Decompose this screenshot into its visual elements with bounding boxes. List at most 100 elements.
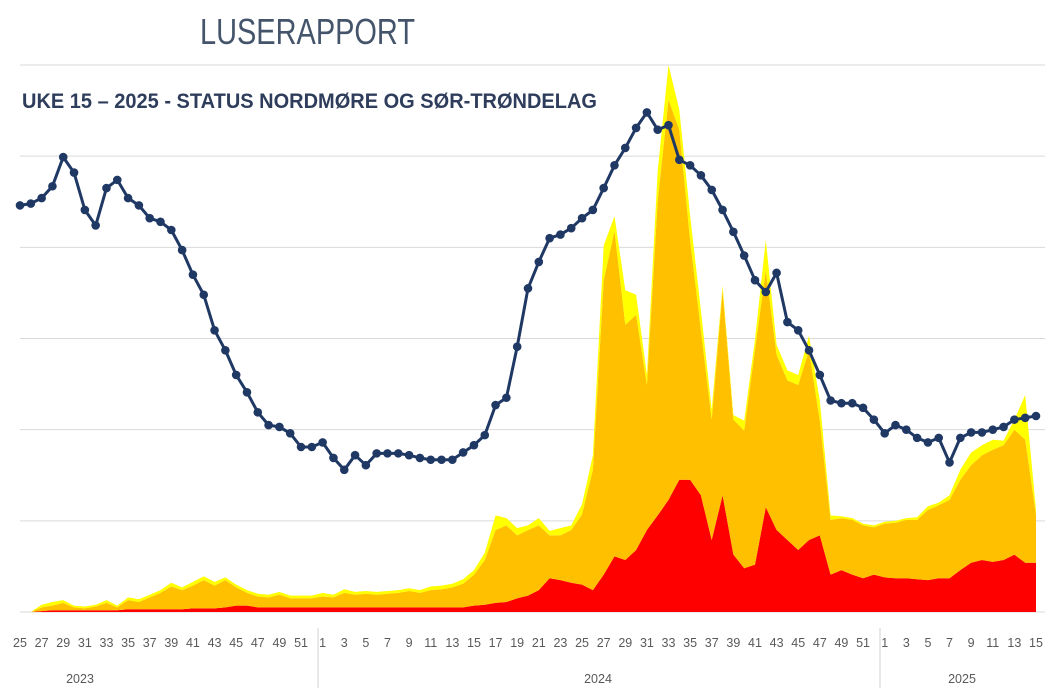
chart-subtitle: UKE 15 – 2025 - STATUS NORDMØRE OG SØR-T…: [22, 90, 597, 113]
line-marker: [123, 193, 133, 203]
line-marker: [329, 453, 338, 463]
chart-title: LUSERAPPORT: [200, 11, 415, 52]
line-marker: [296, 442, 306, 452]
line-marker: [999, 422, 1008, 432]
line-marker: [869, 415, 879, 424]
x-tick-label: 3: [903, 636, 910, 650]
x-tick-label: 21: [532, 636, 546, 650]
line-marker: [285, 429, 295, 438]
line-marker: [966, 428, 976, 437]
x-tick-label: 13: [1007, 636, 1021, 650]
x-tick-label: 9: [406, 636, 413, 650]
line-marker: [469, 440, 479, 450]
x-tick-label: 7: [946, 636, 953, 650]
x-tick-label: 35: [683, 636, 697, 650]
line-marker: [210, 325, 219, 335]
x-tick-label: 19: [510, 636, 524, 650]
line-marker: [577, 213, 587, 223]
line-marker: [566, 223, 576, 233]
line-marker: [156, 217, 165, 227]
area-band: [20, 99, 1036, 613]
line-marker: [685, 160, 695, 170]
line-marker: [275, 422, 284, 432]
line-marker: [264, 420, 273, 430]
line-marker: [956, 433, 965, 443]
line-marker: [772, 268, 781, 278]
x-tick-label: 41: [186, 636, 200, 650]
line-marker: [620, 143, 630, 153]
line-marker: [901, 425, 911, 434]
plot-area: [15, 64, 1045, 613]
x-tick-label: 15: [467, 636, 481, 650]
x-tick-label: 39: [726, 636, 740, 650]
line-marker: [826, 396, 835, 405]
line-marker: [426, 455, 436, 465]
line-marker: [437, 455, 446, 465]
x-tick-label: 1: [319, 636, 326, 650]
line-marker: [102, 183, 111, 193]
x-tick-label: 39: [164, 636, 178, 650]
line-marker: [458, 448, 468, 457]
line-marker: [696, 171, 706, 180]
line-marker: [891, 420, 900, 430]
line-marker: [642, 108, 652, 117]
x-tick-label: 25: [575, 636, 589, 650]
x-tick-label: 17: [489, 636, 503, 650]
line-marker: [977, 428, 987, 437]
line-marker: [675, 155, 684, 165]
x-tick-label: 29: [618, 636, 632, 650]
x-tick-label: 33: [100, 636, 114, 650]
line-marker: [815, 370, 825, 380]
line-marker: [804, 346, 814, 355]
line-marker: [1020, 413, 1030, 423]
line-marker: [793, 325, 803, 335]
line-marker: [739, 251, 749, 260]
year-label: 2024: [584, 672, 612, 686]
x-tick-label: 5: [924, 636, 931, 650]
x-tick-label: 11: [986, 636, 999, 650]
x-tick-label: 35: [121, 636, 135, 650]
x-tick-label: 51: [856, 636, 870, 650]
x-tick-label: 45: [791, 636, 805, 650]
line-marker: [242, 387, 252, 397]
line-marker: [91, 221, 100, 230]
line-marker: [718, 205, 727, 215]
line-marker: [783, 317, 792, 327]
x-tick-label: 29: [56, 636, 70, 650]
line-marker: [48, 181, 57, 191]
line-marker: [610, 160, 619, 170]
x-tick-label: 51: [294, 636, 308, 650]
line-marker: [729, 227, 738, 237]
x-tick-label: 11: [424, 636, 437, 650]
x-tick-label: 27: [35, 636, 49, 650]
line-marker: [393, 449, 403, 458]
line-marker: [26, 199, 36, 208]
x-tick-label: 9: [968, 636, 975, 650]
line-marker: [231, 370, 241, 380]
line-marker: [404, 450, 414, 460]
line-marker: [1010, 415, 1019, 424]
line-marker: [858, 403, 868, 413]
line-marker: [750, 275, 760, 285]
line-marker: [112, 175, 122, 185]
line-marker: [912, 433, 922, 443]
line-marker: [707, 185, 717, 195]
x-tick-label: 23: [553, 636, 567, 650]
line-marker: [502, 393, 511, 403]
line-marker: [80, 205, 90, 215]
line-marker: [415, 453, 425, 463]
line-marker: [480, 430, 490, 440]
line-marker: [847, 398, 857, 408]
x-tick-label: 27: [597, 636, 611, 650]
x-tick-label: 43: [770, 636, 784, 650]
line-marker: [945, 458, 954, 467]
x-tick-label: 13: [445, 636, 459, 650]
line-marker: [448, 455, 457, 465]
line-marker: [199, 290, 209, 300]
line-marker: [512, 342, 522, 352]
x-tick-label: 45: [229, 636, 243, 650]
line-marker: [372, 449, 381, 458]
line-marker: [69, 168, 79, 177]
x-tick-label: 43: [208, 636, 222, 650]
line-marker: [761, 287, 771, 297]
